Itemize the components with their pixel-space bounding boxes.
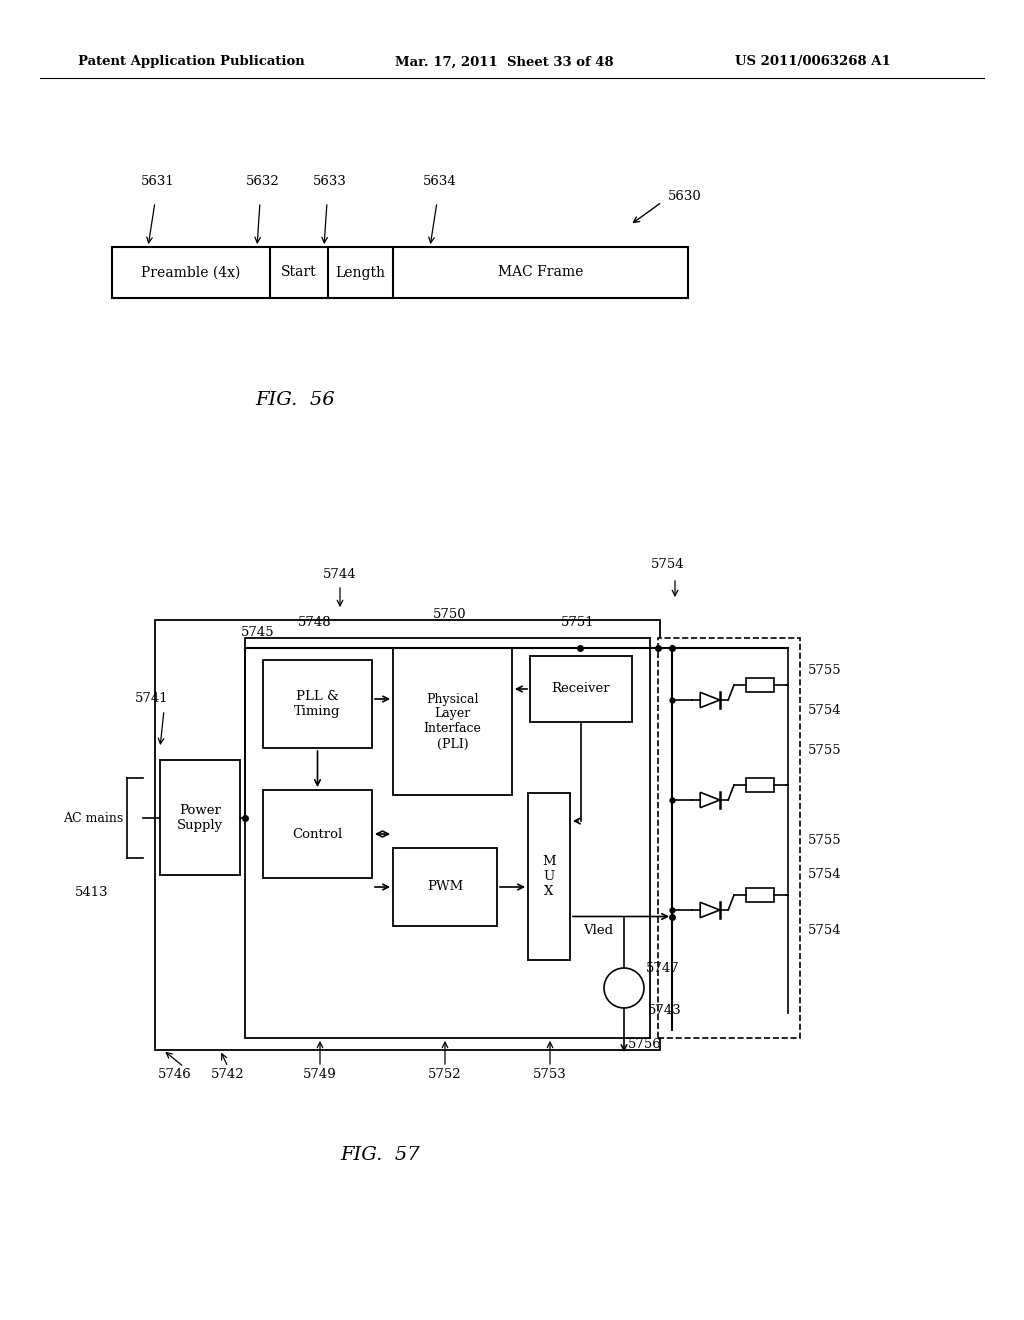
Text: 5754: 5754 <box>808 704 842 717</box>
Text: 5755: 5755 <box>808 743 842 756</box>
Text: 5755: 5755 <box>808 833 842 846</box>
Text: PLL &
Timing: PLL & Timing <box>294 690 341 718</box>
Polygon shape <box>700 692 720 708</box>
Text: 5630: 5630 <box>668 190 701 202</box>
Bar <box>528 793 570 960</box>
Bar <box>658 638 800 1038</box>
Text: Vled: Vled <box>583 924 613 936</box>
Text: MAC Frame: MAC Frame <box>498 265 584 280</box>
Text: 5755: 5755 <box>808 664 842 676</box>
Polygon shape <box>700 903 720 917</box>
Bar <box>245 638 650 1038</box>
Circle shape <box>604 968 644 1008</box>
Text: 5752: 5752 <box>428 1068 462 1081</box>
Text: Start: Start <box>282 265 316 280</box>
Text: 5754: 5754 <box>808 924 842 936</box>
Text: 5633: 5633 <box>313 176 347 187</box>
Text: Physical
Layer
Interface
(PLI): Physical Layer Interface (PLI) <box>424 693 481 751</box>
Text: 5745: 5745 <box>242 626 274 639</box>
Text: 5743: 5743 <box>648 1003 682 1016</box>
Text: 5749: 5749 <box>303 1068 337 1081</box>
Text: Receiver: Receiver <box>552 682 610 696</box>
Text: Patent Application Publication: Patent Application Publication <box>78 55 305 69</box>
Text: 5744: 5744 <box>324 569 356 582</box>
Text: Control: Control <box>293 828 343 841</box>
Text: 5747: 5747 <box>646 961 680 974</box>
Text: 5741: 5741 <box>135 692 169 705</box>
Text: FIG.  57: FIG. 57 <box>340 1146 420 1164</box>
Text: 5754: 5754 <box>651 558 685 572</box>
Bar <box>746 888 774 902</box>
Text: FIG.  56: FIG. 56 <box>255 391 335 409</box>
Text: AC mains: AC mains <box>62 812 123 825</box>
Text: 5413: 5413 <box>75 886 109 899</box>
Polygon shape <box>700 792 720 808</box>
Text: Power
Supply: Power Supply <box>177 804 223 832</box>
Text: 5742: 5742 <box>211 1068 245 1081</box>
Text: Preamble (4x): Preamble (4x) <box>141 265 241 280</box>
Text: 5751: 5751 <box>561 615 595 628</box>
Text: 5632: 5632 <box>246 176 280 187</box>
Text: M
U
X: M U X <box>542 855 556 898</box>
Bar <box>746 777 774 792</box>
Bar <box>393 648 512 795</box>
Bar <box>263 789 372 878</box>
Text: Length: Length <box>336 265 385 280</box>
Text: 5750: 5750 <box>433 609 467 622</box>
Text: US 2011/0063268 A1: US 2011/0063268 A1 <box>735 55 891 69</box>
Bar <box>530 656 632 722</box>
Text: 5754: 5754 <box>808 869 842 882</box>
Text: 5748: 5748 <box>298 615 332 628</box>
Text: 5756: 5756 <box>628 1039 662 1052</box>
Text: 5631: 5631 <box>141 176 175 187</box>
Bar <box>746 678 774 692</box>
Text: 5634: 5634 <box>423 176 457 187</box>
Text: Mar. 17, 2011  Sheet 33 of 48: Mar. 17, 2011 Sheet 33 of 48 <box>395 55 613 69</box>
Bar <box>263 660 372 748</box>
Bar <box>160 760 240 875</box>
Bar <box>393 847 497 927</box>
Text: PWM: PWM <box>427 880 463 894</box>
Bar <box>155 620 660 1049</box>
Bar <box>112 247 688 298</box>
Text: 5746: 5746 <box>158 1068 191 1081</box>
Text: 5753: 5753 <box>534 1068 567 1081</box>
